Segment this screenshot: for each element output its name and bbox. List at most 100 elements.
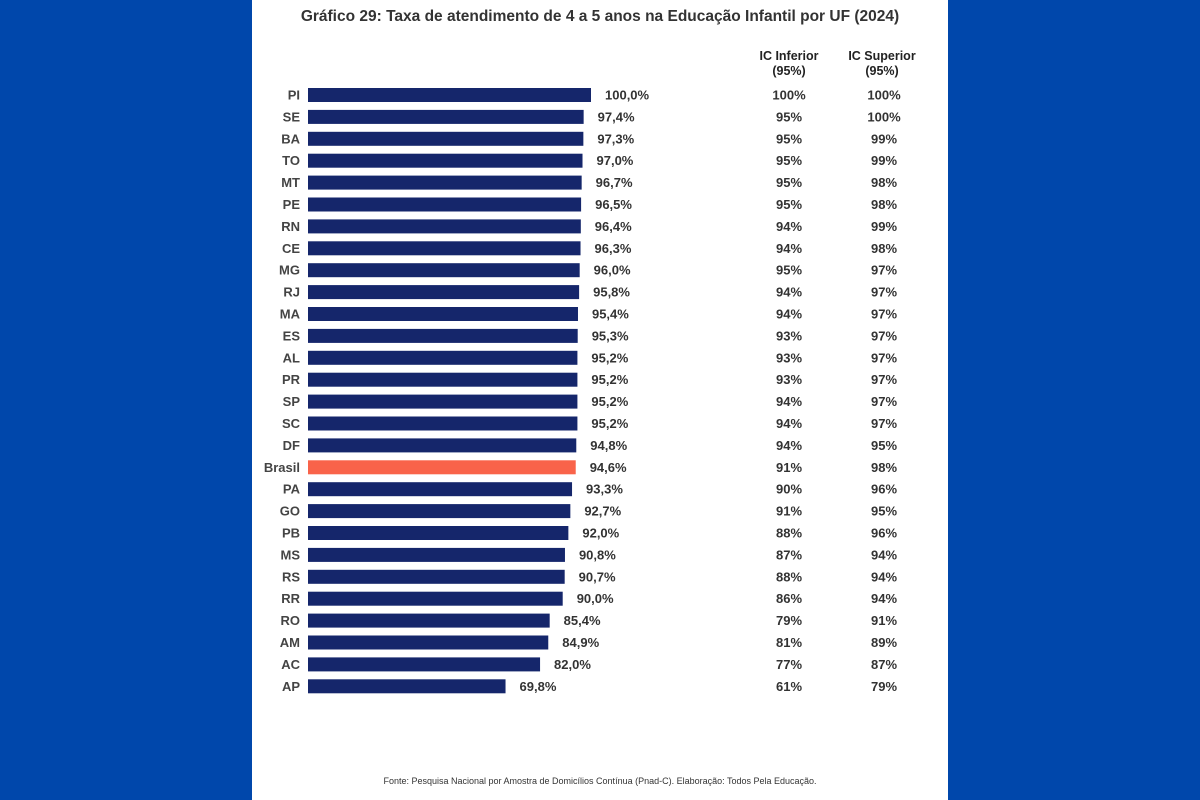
category-label-sc: SC	[282, 416, 301, 431]
bar-mt	[308, 175, 582, 190]
category-label-ba: BA	[281, 131, 300, 146]
bar-mg	[308, 263, 580, 278]
ic-inferior-pe: 95%	[776, 197, 802, 212]
value-label-sc: 95,2%	[591, 416, 628, 431]
ic-inferior-go: 91%	[776, 504, 802, 519]
ic-superior-pe: 98%	[871, 197, 897, 212]
value-label-ro: 85,4%	[564, 613, 601, 628]
ic-inferior-pb: 88%	[776, 526, 802, 541]
ic-superior-rs: 94%	[871, 569, 897, 584]
category-label-am: AM	[280, 635, 300, 650]
bar-sc	[308, 416, 578, 431]
ic-inferior-al: 93%	[776, 350, 802, 365]
ic-superior-se: 100%	[867, 109, 901, 124]
value-label-ce: 96,3%	[595, 241, 632, 256]
value-label-to: 97,0%	[597, 153, 634, 168]
ic-inferior-ms: 87%	[776, 547, 802, 562]
bar-pi	[308, 88, 591, 102]
ic-superior-brasil: 98%	[871, 460, 897, 475]
ic-superior-ms: 94%	[871, 547, 897, 562]
category-label-df: DF	[283, 438, 300, 453]
ic-inferior-rj: 94%	[776, 285, 802, 300]
bar-am	[308, 635, 549, 650]
category-label-sp: SP	[283, 394, 301, 409]
ic-superior-pr: 97%	[871, 372, 897, 387]
category-label-rs: RS	[282, 569, 300, 584]
ic-superior-df: 95%	[871, 438, 897, 453]
category-label-pr: PR	[282, 372, 301, 387]
ic-inferior-pi: 100%	[772, 88, 806, 103]
ic-superior-sp: 97%	[871, 394, 897, 409]
ic-superior-pa: 96%	[871, 482, 897, 497]
ic-superior-rr: 94%	[871, 591, 897, 606]
ic-superior-header-line2: (95%)	[865, 64, 899, 78]
category-label-ms: MS	[281, 547, 301, 562]
bar-chart: PI 100,0% 100% 100% SE 97,4% 95% 100% BA 97,3% 95%…	[264, 88, 901, 694]
ic-superior-to: 99%	[871, 153, 897, 168]
bar-ms	[308, 547, 565, 562]
category-label-to: TO	[282, 153, 300, 168]
bar-df	[308, 438, 577, 453]
ic-inferior-mt: 95%	[776, 175, 802, 190]
ic-superior-header: IC Superior (95%)	[827, 49, 937, 79]
ic-inferior-am: 81%	[776, 635, 802, 650]
bar-ac	[308, 657, 541, 672]
bar-es	[308, 328, 578, 343]
ic-inferior-to: 95%	[776, 153, 802, 168]
category-label-pe: PE	[283, 197, 301, 212]
ic-superior-ap: 79%	[871, 679, 897, 694]
ic-inferior-ro: 79%	[776, 613, 802, 628]
bar-sp	[308, 394, 578, 409]
ic-superior-sc: 97%	[871, 416, 897, 431]
value-label-mg: 96,0%	[594, 263, 631, 278]
ic-superior-es: 97%	[871, 328, 897, 343]
value-label-pb: 92,0%	[582, 526, 619, 541]
value-label-am: 84,9%	[562, 635, 599, 650]
ic-inferior-brasil: 91%	[776, 460, 802, 475]
category-label-go: GO	[280, 504, 300, 519]
category-label-rr: RR	[281, 591, 300, 606]
ic-superior-am: 89%	[871, 635, 897, 650]
ic-inferior-ap: 61%	[776, 679, 802, 694]
ic-inferior-header-line2: (95%)	[772, 64, 806, 78]
category-label-pb: PB	[282, 526, 300, 541]
bar-rs	[308, 569, 565, 584]
ic-inferior-sc: 94%	[776, 416, 802, 431]
ic-inferior-df: 94%	[776, 438, 802, 453]
ic-superior-go: 95%	[871, 504, 897, 519]
value-label-rr: 90,0%	[577, 591, 614, 606]
value-label-pr: 95,2%	[591, 372, 628, 387]
ic-inferior-rr: 86%	[776, 591, 802, 606]
ic-inferior-header: IC Inferior (95%)	[734, 49, 844, 79]
value-label-rj: 95,8%	[593, 285, 630, 300]
ic-inferior-header-line1: IC Inferior	[759, 49, 819, 63]
value-label-df: 94,8%	[590, 438, 627, 453]
bar-al	[308, 350, 578, 365]
bar-go	[308, 504, 571, 519]
category-label-pa: PA	[283, 482, 301, 497]
ic-inferior-ma: 94%	[776, 307, 802, 322]
category-label-ro: RO	[281, 613, 301, 628]
bar-brasil	[308, 460, 576, 475]
category-label-brasil: Brasil	[264, 460, 300, 475]
value-label-ba: 97,3%	[597, 131, 634, 146]
category-label-ce: CE	[282, 241, 300, 256]
ic-inferior-ba: 95%	[776, 131, 802, 146]
ic-superior-ma: 97%	[871, 307, 897, 322]
ic-inferior-rs: 88%	[776, 569, 802, 584]
ic-superior-pb: 96%	[871, 526, 897, 541]
value-label-es: 95,3%	[592, 328, 629, 343]
value-label-pi: 100,0%	[605, 88, 650, 103]
ic-superior-pi: 100%	[867, 88, 901, 103]
ic-superior-ac: 87%	[871, 657, 897, 672]
value-label-pe: 96,5%	[595, 197, 632, 212]
category-label-ap: AP	[282, 679, 300, 694]
value-label-ms: 90,8%	[579, 547, 616, 562]
value-label-al: 95,2%	[591, 350, 628, 365]
ic-superior-rn: 99%	[871, 219, 897, 234]
ic-inferior-rn: 94%	[776, 219, 802, 234]
category-label-mt: MT	[281, 175, 300, 190]
ic-inferior-pr: 93%	[776, 372, 802, 387]
value-label-sp: 95,2%	[591, 394, 628, 409]
ic-inferior-ac: 77%	[776, 657, 802, 672]
